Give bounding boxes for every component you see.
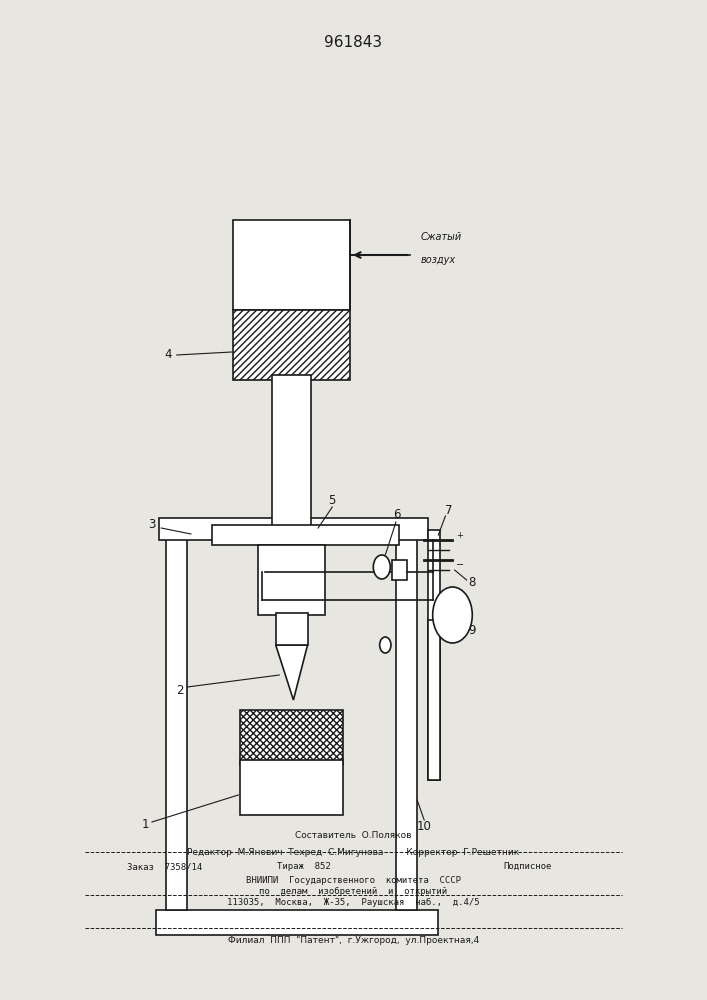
Text: ВНИИПИ  Государственного  комитета  СССР: ВНИИПИ Государственного комитета СССР <box>246 876 461 885</box>
Bar <box>392 560 407 580</box>
Text: 6: 6 <box>394 508 401 522</box>
Text: 7: 7 <box>445 504 452 516</box>
Text: −: − <box>456 560 464 570</box>
Text: по  делам  изобретений  и  открытий: по делам изобретений и открытий <box>259 887 448 896</box>
Text: 961843: 961843 <box>325 35 382 50</box>
Text: 113035,  Москва,  Ж-35,  Раушская  наб.,  д.4/5: 113035, Москва, Ж-35, Раушская наб., д.4… <box>227 898 480 907</box>
Text: +: + <box>456 530 463 540</box>
Text: 1: 1 <box>141 818 148 832</box>
Text: 4: 4 <box>165 349 172 361</box>
Bar <box>276 613 308 645</box>
Text: 9: 9 <box>469 624 476 637</box>
Bar <box>258 545 325 615</box>
Text: 8: 8 <box>469 576 476 588</box>
Bar <box>159 518 428 540</box>
Text: Заказ  7358/14: Заказ 7358/14 <box>127 862 202 871</box>
Text: Филиал  ППП  "Патент",  г.Ужгород,  ул.Проектная,4: Филиал ППП "Патент", г.Ужгород, ул.Проек… <box>228 936 479 945</box>
Text: 3: 3 <box>148 518 156 532</box>
Bar <box>240 710 343 765</box>
Polygon shape <box>276 645 308 700</box>
Text: 2: 2 <box>177 684 184 696</box>
Bar <box>156 910 438 935</box>
Bar <box>166 530 187 910</box>
Bar <box>428 530 440 780</box>
Text: 5: 5 <box>329 493 336 506</box>
Text: 10: 10 <box>416 820 432 834</box>
Text: воздух: воздух <box>421 255 456 265</box>
Bar <box>212 525 399 545</box>
Text: Сжатый: Сжатый <box>421 232 462 242</box>
Bar <box>233 310 350 380</box>
Text: Составитель  О.Поляков: Составитель О.Поляков <box>296 831 411 840</box>
Circle shape <box>373 555 390 579</box>
Bar <box>272 375 311 530</box>
Text: Тираж  852: Тираж 852 <box>277 862 331 871</box>
Bar <box>233 220 350 310</box>
Circle shape <box>433 587 472 643</box>
Bar <box>396 530 417 910</box>
Text: Подписное: Подписное <box>503 862 551 871</box>
Circle shape <box>380 637 391 653</box>
Bar <box>428 620 440 780</box>
Text: Редактор  М.Янович  Техред  С.Мигунова        Корректор  Г.Решетник: Редактор М.Янович Техред С.Мигунова Корр… <box>187 848 520 857</box>
Bar <box>240 760 343 815</box>
